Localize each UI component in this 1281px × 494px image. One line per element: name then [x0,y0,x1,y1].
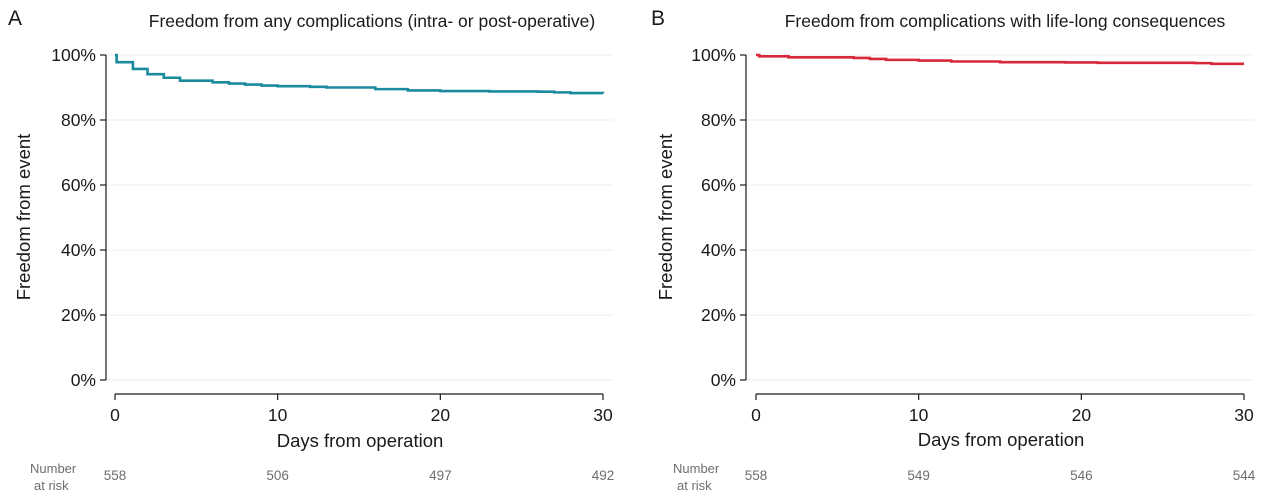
x-tick-label-b-3: 30 [1234,405,1254,425]
risk-count-b-0: 558 [745,468,768,483]
survival-curve-b [756,53,1244,66]
y-tick-label-b-0: 0% [711,370,736,390]
x-tick-label-a-1: 10 [268,405,288,425]
risk-count-b-3: 544 [1233,468,1256,483]
y-axis-label-b: Freedom from event [655,134,676,301]
y-tick-label-a-1: 20% [61,305,96,325]
risk-count-a-3: 492 [592,468,615,483]
y-tick-label-b-4: 80% [701,110,736,130]
chart-title-b: Freedom from complications with life-lon… [785,11,1226,31]
panel-a: A Freedom from any complications (intra-… [8,7,614,493]
survival-curve-a [115,53,605,95]
panel-letter-b: B [651,7,665,30]
risk-table-label-a-line2: at risk [34,478,69,493]
risk-table-label-a-line1: Number [30,461,77,476]
y-tick-label-b-5: 100% [691,45,736,65]
risk-table-label-b-line2: at risk [677,478,712,493]
x-axis-label-a: Days from operation [277,430,444,451]
risk-count-b-1: 549 [907,468,930,483]
y-tick-label-b-3: 60% [701,175,736,195]
x-tick-label-a-3: 30 [593,405,613,425]
risk-count-b-2: 546 [1070,468,1093,483]
risk-count-a-0: 558 [104,468,127,483]
x-tick-label-a-0: 0 [110,405,120,425]
x-tick-label-b-1: 10 [909,405,929,425]
risk-table-label-b-line1: Number [673,461,720,476]
y-tick-label-a-0: 0% [71,370,96,390]
y-tick-label-b-1: 20% [701,305,736,325]
x-tick-label-b-2: 20 [1072,405,1092,425]
panel-b: B Freedom from complications with life-l… [651,7,1256,493]
y-tick-label-a-2: 40% [61,240,96,260]
x-tick-label-b-0: 0 [751,405,761,425]
chart-title-a: Freedom from any complications (intra- o… [149,11,595,31]
y-axis-label-a: Freedom from event [13,134,34,301]
panel-letter-a: A [8,7,22,30]
y-tick-label-a-4: 80% [61,110,96,130]
y-tick-label-b-2: 40% [701,240,736,260]
risk-count-a-2: 497 [429,468,452,483]
x-tick-label-a-2: 20 [431,405,451,425]
y-tick-label-a-5: 100% [51,45,96,65]
risk-count-a-1: 506 [266,468,289,483]
x-axis-label-b: Days from operation [918,429,1085,450]
y-tick-label-a-3: 60% [61,175,96,195]
